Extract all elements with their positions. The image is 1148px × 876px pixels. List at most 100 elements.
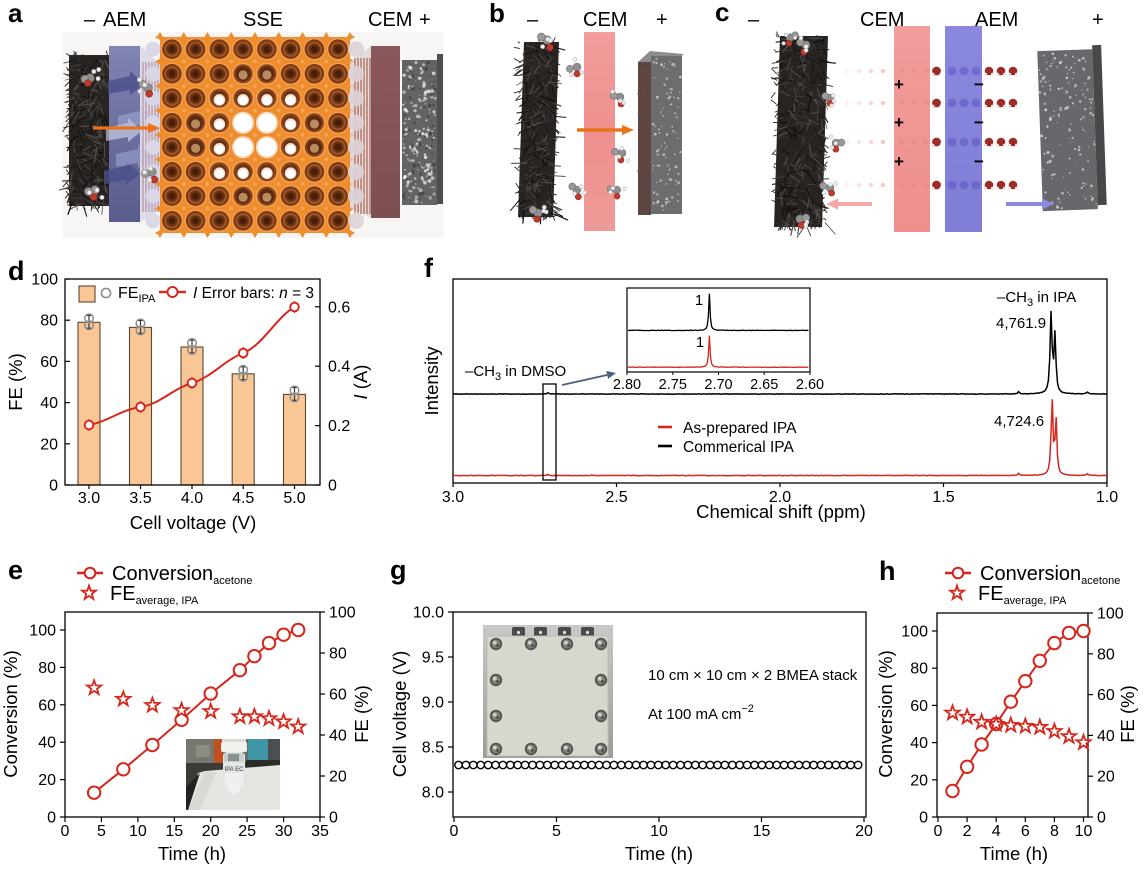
svg-text:Chemical shift (ppm): Chemical shift (ppm) bbox=[696, 501, 866, 522]
svg-text:FE (%): FE (%) bbox=[5, 353, 26, 411]
svg-text:Time (h): Time (h) bbox=[158, 843, 226, 864]
svg-text:SSE: SSE bbox=[243, 9, 283, 31]
svg-text:35: 35 bbox=[311, 823, 329, 840]
svg-text:h: h bbox=[879, 556, 896, 586]
svg-text:+: + bbox=[894, 152, 904, 171]
svg-text:20: 20 bbox=[855, 823, 873, 840]
svg-text:10 cm × 10 cm × 2 BMEA stack: 10 cm × 10 cm × 2 BMEA stack bbox=[648, 667, 858, 684]
svg-text:0: 0 bbox=[328, 478, 337, 495]
svg-text:FEIPA: FEIPA bbox=[118, 285, 156, 305]
svg-text:20: 20 bbox=[38, 772, 56, 789]
svg-text:b: b bbox=[489, 0, 505, 28]
svg-text:AEM: AEM bbox=[103, 9, 146, 31]
svg-text:40: 40 bbox=[40, 395, 58, 412]
svg-text:60: 60 bbox=[910, 698, 928, 715]
svg-text:20: 20 bbox=[329, 769, 347, 786]
svg-text:80: 80 bbox=[910, 661, 928, 678]
svg-text:40: 40 bbox=[329, 728, 347, 745]
svg-text:+: + bbox=[894, 75, 904, 94]
svg-text:e: e bbox=[8, 555, 23, 585]
svg-text:60: 60 bbox=[40, 354, 58, 371]
svg-text:1.5: 1.5 bbox=[932, 489, 954, 506]
svg-text:8.5: 8.5 bbox=[422, 740, 444, 757]
svg-text:80: 80 bbox=[40, 313, 58, 330]
svg-text:–CH3 in IPA: –CH3 in IPA bbox=[997, 289, 1076, 309]
svg-text:–: – bbox=[527, 9, 539, 31]
svg-text:20: 20 bbox=[1097, 769, 1115, 786]
svg-text:15: 15 bbox=[753, 823, 771, 840]
svg-text:5.0: 5.0 bbox=[283, 490, 305, 507]
svg-text:30: 30 bbox=[275, 823, 293, 840]
svg-text:9.0: 9.0 bbox=[422, 695, 444, 712]
svg-text:5: 5 bbox=[552, 823, 561, 840]
svg-text:–: – bbox=[84, 9, 96, 31]
svg-text:Conversion (%): Conversion (%) bbox=[0, 650, 21, 778]
svg-text:0.2: 0.2 bbox=[328, 418, 350, 435]
svg-text:Time (h): Time (h) bbox=[625, 843, 693, 864]
svg-text:2.70: 2.70 bbox=[704, 377, 732, 393]
svg-text:80: 80 bbox=[329, 646, 347, 663]
svg-text:+: + bbox=[1092, 9, 1104, 31]
svg-text:−: − bbox=[974, 113, 984, 132]
svg-text:CEM: CEM bbox=[368, 9, 412, 31]
svg-text:8.0: 8.0 bbox=[422, 785, 444, 802]
svg-text:40: 40 bbox=[910, 735, 928, 752]
svg-text:g: g bbox=[390, 555, 407, 585]
svg-text:−: − bbox=[974, 75, 984, 94]
svg-text:20: 20 bbox=[910, 772, 928, 789]
svg-text:2.75: 2.75 bbox=[659, 377, 687, 393]
svg-text:60: 60 bbox=[38, 697, 56, 714]
svg-text:Cell voltage (V): Cell voltage (V) bbox=[389, 651, 410, 777]
svg-text:d: d bbox=[8, 256, 25, 286]
svg-text:0.4: 0.4 bbox=[328, 359, 350, 376]
svg-text:4,761.9: 4,761.9 bbox=[996, 315, 1046, 332]
svg-text:40: 40 bbox=[38, 735, 56, 752]
svg-text:I (A): I (A) bbox=[350, 365, 371, 400]
svg-text:1.0: 1.0 bbox=[1096, 489, 1118, 506]
svg-text:FE (%): FE (%) bbox=[1117, 685, 1138, 743]
svg-text:Time (h): Time (h) bbox=[980, 843, 1048, 864]
svg-text:10: 10 bbox=[1075, 823, 1093, 840]
svg-text:80: 80 bbox=[38, 660, 56, 677]
svg-text:20: 20 bbox=[202, 823, 220, 840]
svg-text:Conversion (%): Conversion (%) bbox=[875, 650, 896, 778]
svg-text:2.60: 2.60 bbox=[796, 377, 824, 393]
svg-text:Intensity: Intensity bbox=[421, 346, 442, 416]
svg-text:0: 0 bbox=[61, 823, 70, 840]
svg-text:FEaverage, IPA: FEaverage, IPA bbox=[978, 583, 1067, 607]
svg-text:8: 8 bbox=[1050, 823, 1059, 840]
svg-text:10: 10 bbox=[650, 823, 668, 840]
svg-text:3.5: 3.5 bbox=[129, 490, 151, 507]
svg-text:20: 20 bbox=[40, 436, 58, 453]
svg-text:–: – bbox=[748, 9, 760, 31]
svg-text:FEaverage, IPA: FEaverage, IPA bbox=[110, 583, 199, 607]
svg-text:60: 60 bbox=[329, 687, 347, 704]
svg-text:100: 100 bbox=[329, 605, 356, 622]
svg-text:100: 100 bbox=[29, 623, 56, 640]
svg-text:10: 10 bbox=[129, 823, 147, 840]
svg-text:CEM: CEM bbox=[583, 9, 627, 31]
svg-text:+: + bbox=[419, 9, 431, 31]
svg-text:2.5: 2.5 bbox=[605, 489, 627, 506]
svg-text:100: 100 bbox=[901, 624, 928, 641]
svg-text:–CH3 in DMSO: –CH3 in DMSO bbox=[465, 363, 566, 383]
svg-text:6: 6 bbox=[1021, 823, 1030, 840]
svg-text:c: c bbox=[715, 0, 729, 27]
svg-text:+: + bbox=[656, 9, 668, 31]
svg-text:0.6: 0.6 bbox=[328, 299, 350, 316]
svg-text:40: 40 bbox=[1097, 728, 1115, 745]
svg-text:9.5: 9.5 bbox=[422, 650, 444, 667]
svg-text:f: f bbox=[424, 253, 434, 283]
svg-text:0: 0 bbox=[919, 810, 928, 827]
svg-text:1: 1 bbox=[695, 292, 703, 309]
svg-text:0: 0 bbox=[450, 823, 459, 840]
svg-text:2: 2 bbox=[963, 823, 972, 840]
svg-text:5: 5 bbox=[97, 823, 106, 840]
svg-text:100: 100 bbox=[31, 272, 58, 289]
svg-text:0: 0 bbox=[329, 810, 338, 827]
svg-text:0: 0 bbox=[47, 810, 56, 827]
svg-text:0: 0 bbox=[934, 823, 943, 840]
svg-text:60: 60 bbox=[1097, 687, 1115, 704]
svg-text:Cell voltage (V): Cell voltage (V) bbox=[130, 512, 256, 533]
svg-text:2.65: 2.65 bbox=[750, 377, 778, 393]
